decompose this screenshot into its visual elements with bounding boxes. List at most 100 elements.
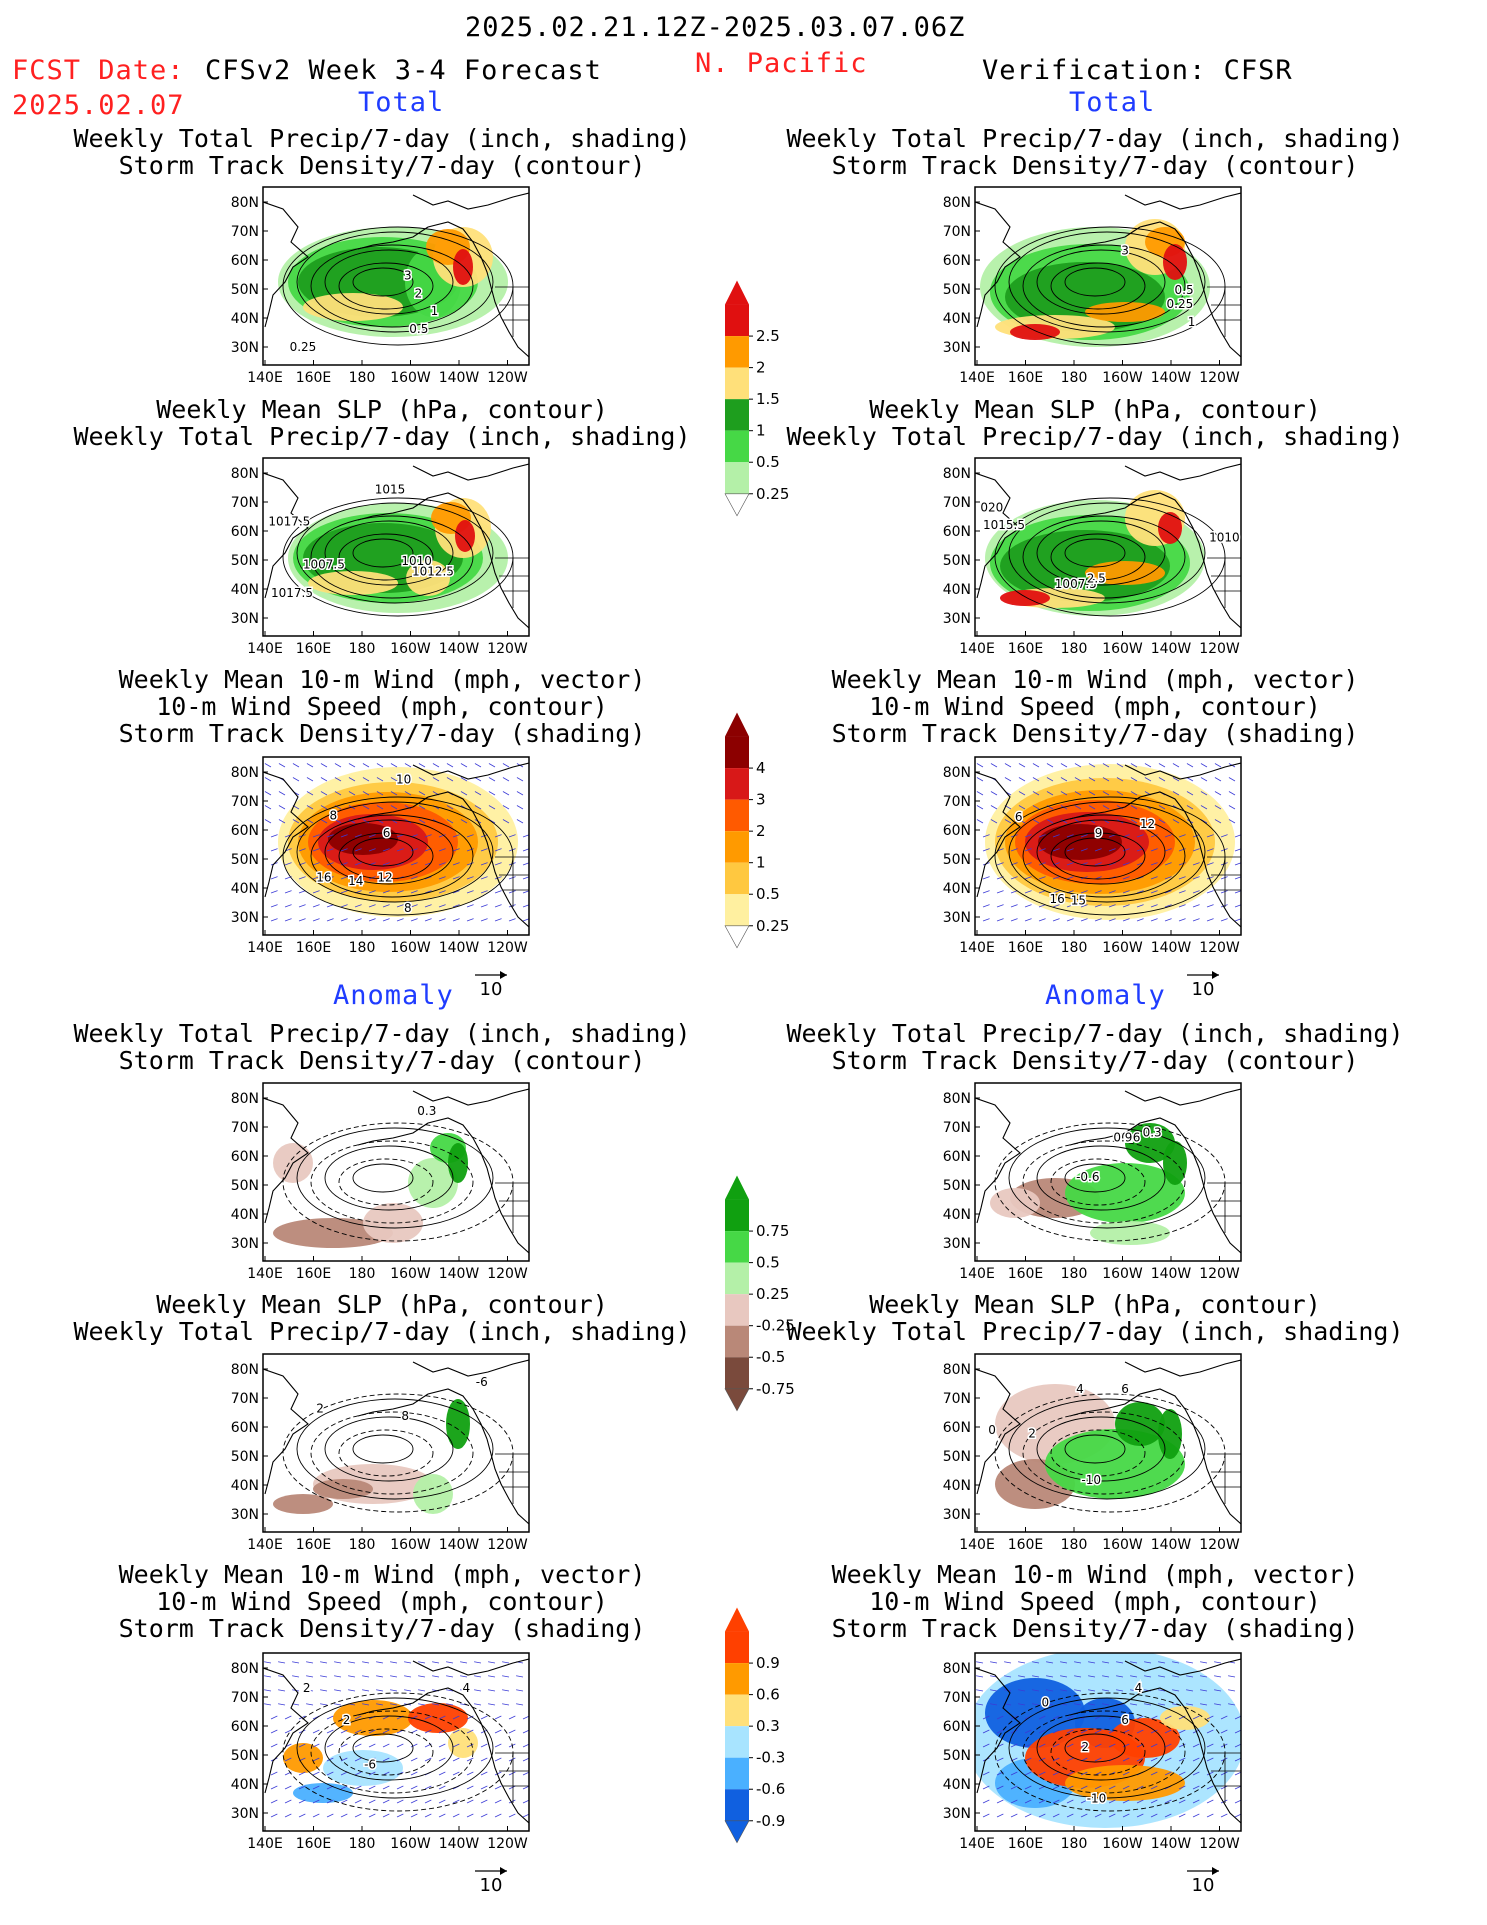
- shade-p12-6: [1065, 1765, 1185, 1801]
- shade-p9-2: [283, 1743, 323, 1773]
- region-label: N. Pacific: [695, 48, 868, 79]
- lat-label: 60N: [231, 823, 259, 839]
- lat-label: 80N: [231, 1362, 259, 1378]
- lon-label: 120W: [1199, 1266, 1240, 1282]
- map-panel-p5: 80N 70N 60N 50N 40N 30N 140E 160E 180 160W 140W 120…: [943, 457, 1242, 657]
- lat-label: 50N: [943, 1449, 971, 1465]
- shade-p10-3: [1090, 1221, 1170, 1245]
- colorbar-swatch: [725, 862, 749, 895]
- contour-label: 2: [303, 1681, 311, 1695]
- contour-label: 3: [404, 269, 412, 283]
- map-panel-p7: 80N 70N 60N 50N 40N 30N 140E 160E 180 160W 140W 120…: [231, 1082, 530, 1282]
- vector-ref-label: 10: [1192, 979, 1215, 1000]
- lat-label: 50N: [231, 282, 259, 298]
- shade-p5-7: [1158, 512, 1182, 544]
- lat-label: 30N: [943, 910, 971, 926]
- lon-label: 140W: [439, 1836, 480, 1852]
- contour-label: 2: [1028, 1427, 1036, 1441]
- shade-p8-2: [413, 1474, 453, 1514]
- lat-label: 70N: [231, 1120, 259, 1136]
- lon-label: 180: [349, 1266, 376, 1282]
- shade-p1-3: [303, 293, 403, 321]
- lon-label: 160E: [1008, 940, 1044, 956]
- lon-label: 140E: [959, 370, 995, 386]
- lat-label: 60N: [943, 524, 971, 540]
- lat-label: 30N: [943, 1507, 971, 1523]
- colorbar-swatch: [725, 831, 749, 863]
- colorbar-label: -0.9: [756, 1812, 785, 1830]
- contour-label: 9: [1095, 826, 1103, 840]
- contour-label: 6: [383, 826, 391, 840]
- colorbar-swatch: [725, 304, 749, 337]
- lon-label: 180: [1061, 370, 1088, 386]
- shade-p2-7: [455, 520, 475, 552]
- lon-label: 120W: [487, 370, 528, 386]
- contour-label: 4: [463, 1681, 471, 1695]
- contour-label: 0.6: [1121, 1131, 1140, 1145]
- lon-label: 140W: [1151, 1266, 1192, 1282]
- colorbar-label: 0.25: [756, 1285, 789, 1303]
- lon-label: 140W: [1151, 1836, 1192, 1852]
- map-panel-p3: 80N 70N 60N 50N 40N 30N 140E 160E 180 160W 140W 120…: [231, 756, 530, 1000]
- colorbar-label: 1: [756, 422, 766, 440]
- map-panel-p4: 80N 70N 60N 50N 40N 30N 140E 160E 180 160W 140W 120…: [943, 186, 1242, 386]
- map-panel-p1: 80N 70N 60N 50N 40N 30N 140E 160E 180 160W 140W 120…: [231, 186, 530, 386]
- lon-label: 160W: [390, 1836, 431, 1852]
- title-l4: Weekly Total Precip/7-day (inch, shading…: [73, 1019, 691, 1075]
- colorbar-swatch: [725, 736, 749, 769]
- lat-label: 50N: [231, 1178, 259, 1194]
- shade-p7-5: [448, 1143, 468, 1183]
- lon-label: 140E: [247, 370, 283, 386]
- contour-label: 2.5: [1087, 572, 1106, 586]
- contour-label: 6: [1015, 810, 1023, 824]
- shade-p12-1: [985, 1678, 1085, 1748]
- contour-label: 2: [316, 1402, 324, 1416]
- lon-label: 180: [1061, 1266, 1088, 1282]
- colorbar-label: 4: [756, 759, 766, 777]
- title-r3: Weekly Mean 10-m Wind (mph, vector) 10-m …: [831, 665, 1359, 748]
- lon-label: 140E: [247, 1836, 283, 1852]
- contour-label: -0.6: [1076, 1170, 1099, 1184]
- lat-label: 50N: [943, 1748, 971, 1764]
- lat-label: 40N: [231, 582, 259, 598]
- map-panel-p6: 80N 70N 60N 50N 40N 30N 140E 160E 180 160W 140W 120…: [943, 756, 1242, 1000]
- lat-label: 50N: [943, 852, 971, 868]
- colorbar-swatch: [725, 367, 749, 400]
- lon-label: 140W: [439, 1537, 480, 1553]
- vector-ref-label: 10: [480, 1875, 503, 1896]
- colorbar-precip_total: 2.5 2 1.5 1 0.5 0.25: [720, 273, 790, 522]
- lat-label: 80N: [943, 466, 971, 482]
- lon-label: 160E: [1008, 1836, 1044, 1852]
- colorbar-swatch: [725, 1663, 749, 1695]
- colorbar-swatch: [725, 462, 749, 494]
- lat-label: 60N: [943, 1149, 971, 1165]
- contour-label: 0.25: [1167, 297, 1194, 311]
- colorbar-label: 1: [756, 854, 766, 872]
- contour-label: 1007.5: [1055, 577, 1097, 591]
- contour-label: 1: [431, 304, 439, 318]
- colorbar-label: 2: [756, 359, 766, 377]
- section-total-right: Total: [1069, 87, 1156, 118]
- colorbar-label: -0.6: [756, 1780, 785, 1798]
- contour-label: 0.5: [409, 322, 428, 336]
- date-range: 2025.02.21.12Z-2025.03.07.06Z: [465, 12, 966, 43]
- lat-label: 80N: [231, 466, 259, 482]
- fcst-date-value: 2025.02.07: [12, 90, 185, 121]
- shade-p4-8: [1163, 244, 1187, 280]
- lon-label: 160W: [390, 940, 431, 956]
- lat-label: 40N: [231, 1478, 259, 1494]
- lon-label: 140E: [959, 641, 995, 657]
- lat-label: 40N: [943, 582, 971, 598]
- shade-p9-3: [323, 1750, 403, 1786]
- lat-label: 80N: [231, 765, 259, 781]
- section-anomaly-right: Anomaly: [1045, 980, 1166, 1011]
- contour-label: 4: [1135, 1681, 1143, 1695]
- lon-label: 160E: [1008, 1266, 1044, 1282]
- contour-label: -6: [476, 1375, 488, 1389]
- contour-label: 14: [348, 874, 363, 888]
- verification-label: Verification: CFSR: [982, 55, 1293, 86]
- colorbar-swatch: [725, 799, 749, 832]
- colorbar-label: 2: [756, 822, 766, 840]
- lon-label: 120W: [1199, 940, 1240, 956]
- lon-label: 160W: [1102, 1537, 1143, 1553]
